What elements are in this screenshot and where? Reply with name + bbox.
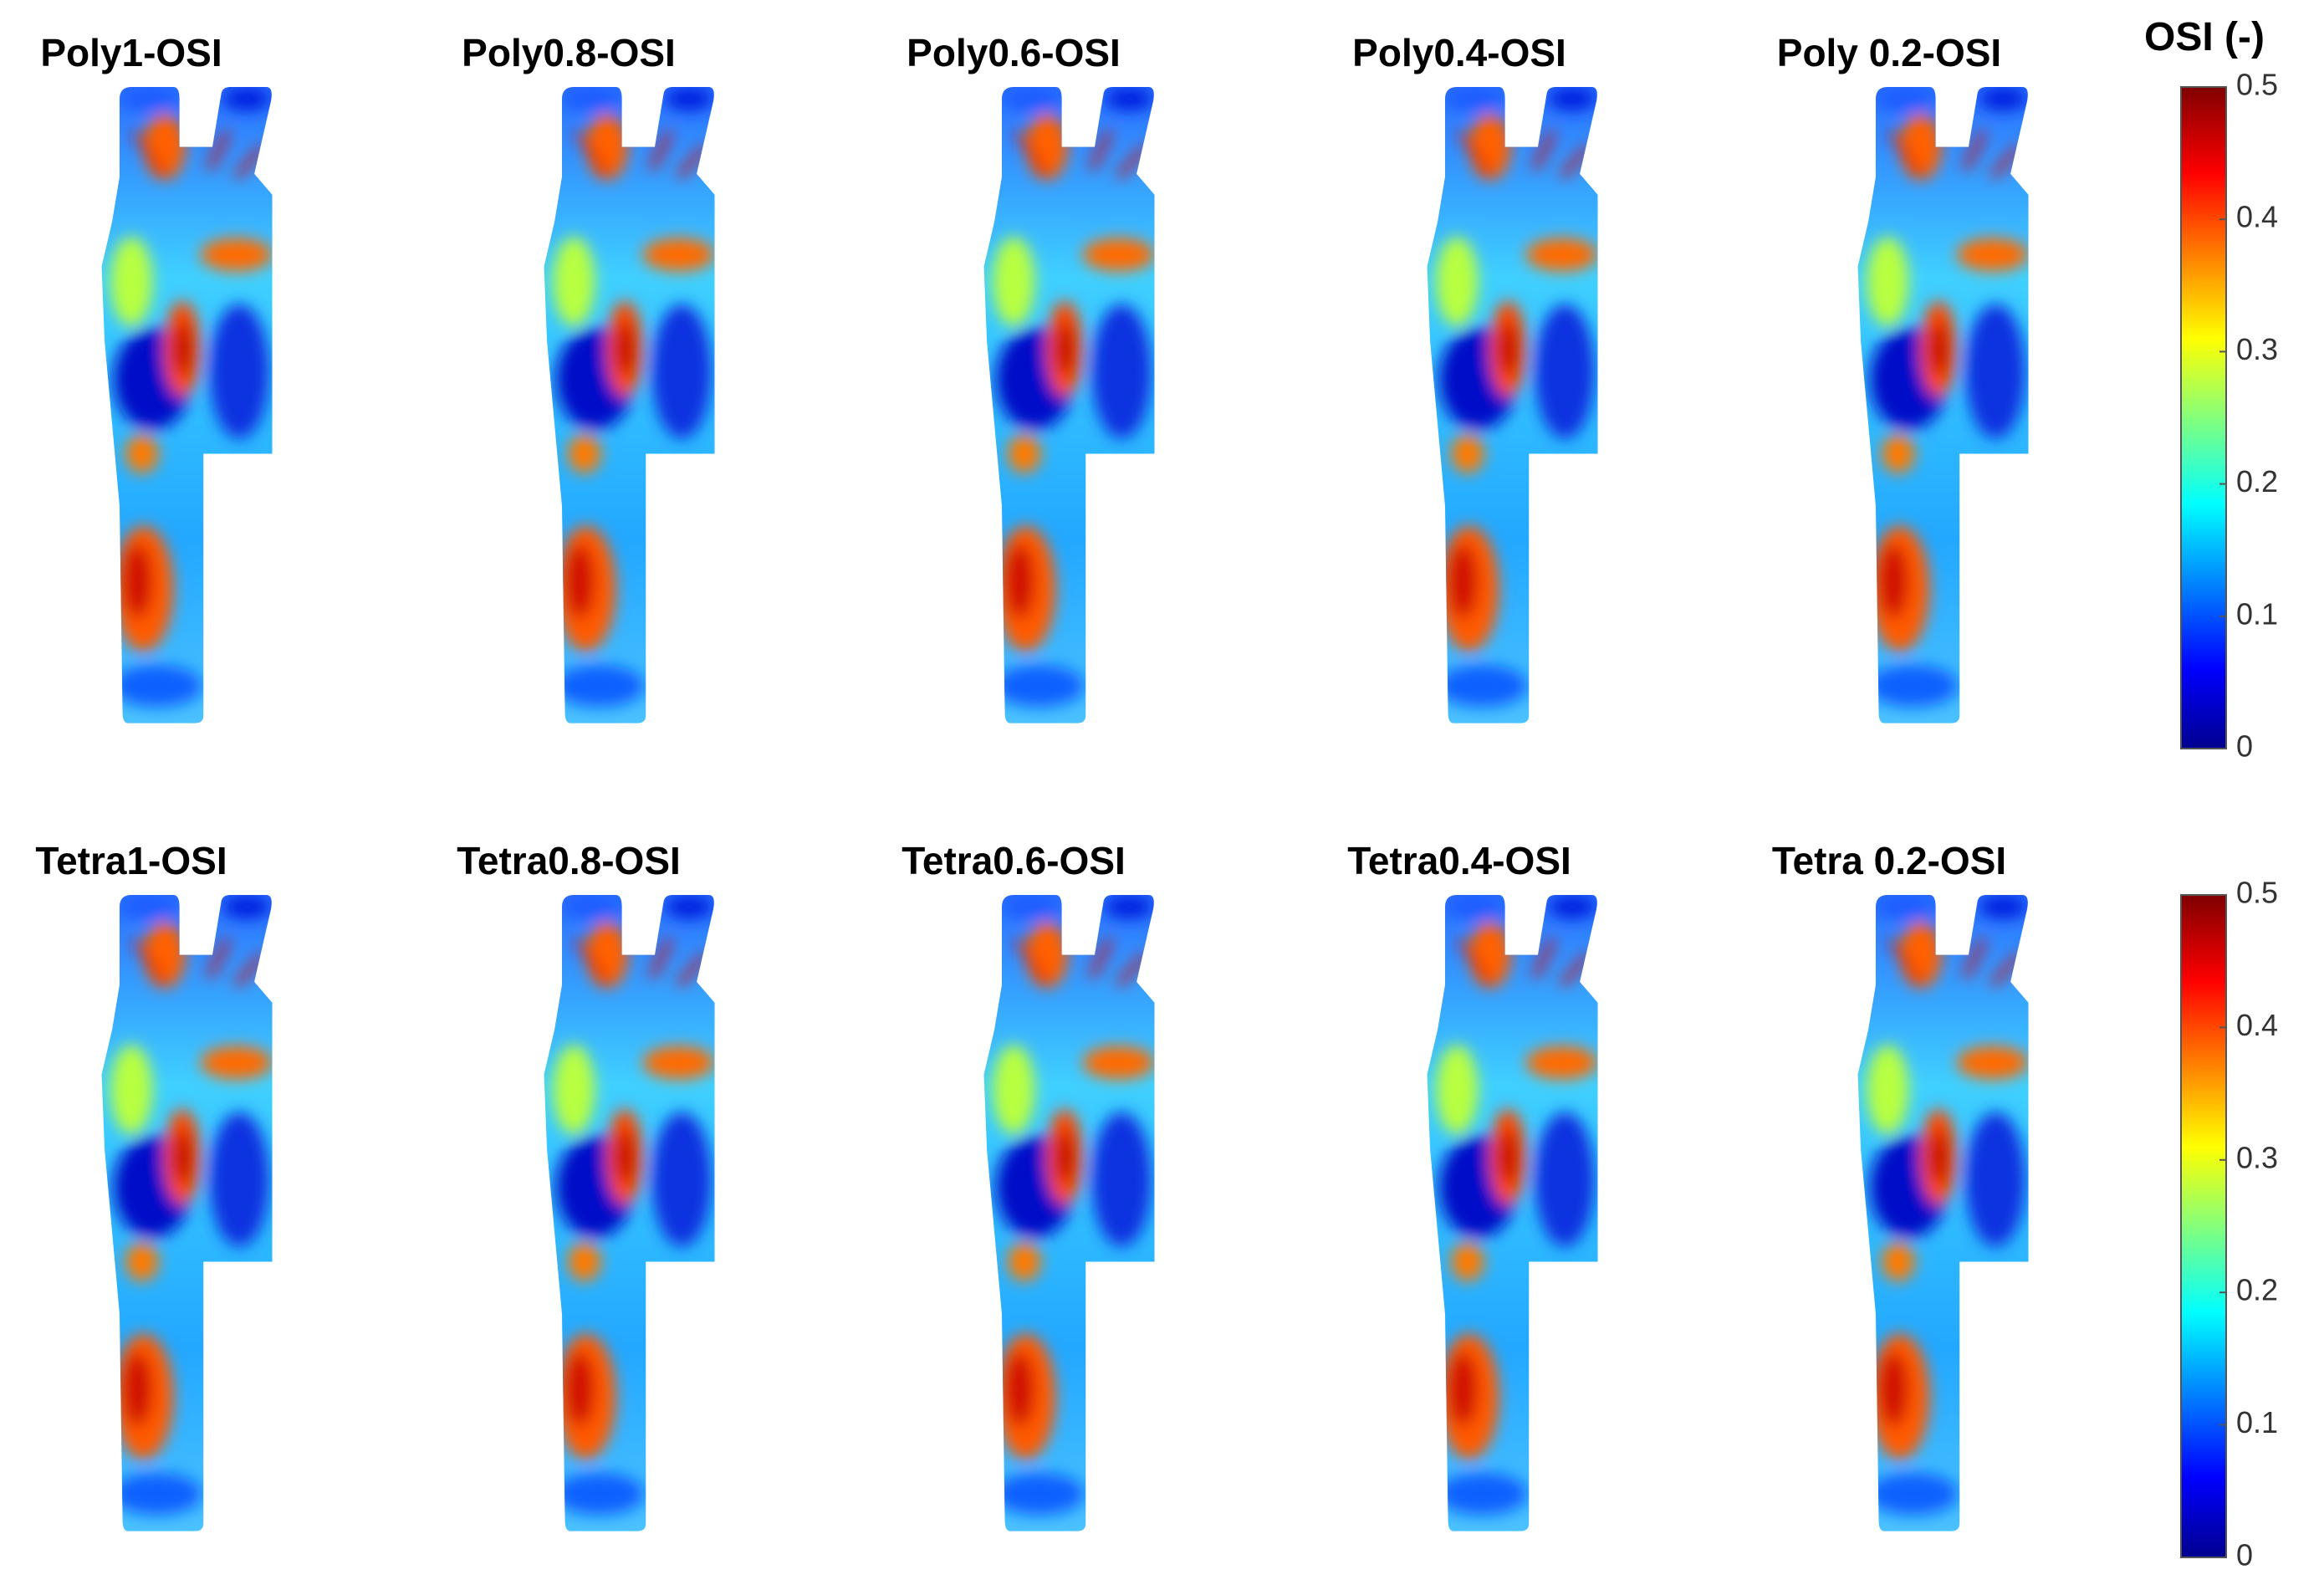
tick-label: 0.2 [2236,1273,2278,1307]
panel-title: Poly0.6-OSI [907,31,1121,74]
panel-title: Tetra0.8-OSI [457,839,681,882]
osi-contour [532,79,727,739]
osi-contour [972,79,1167,739]
osi-contour [1846,79,2041,739]
tick-label: 0.1 [2236,1405,2278,1439]
osi-contour [89,887,284,1547]
tick-label: 0.5 [2236,68,2278,102]
colorbar [2180,86,2227,749]
tick-label: 0.4 [2236,1008,2278,1042]
colorbar [2180,894,2227,1558]
osi-contour [89,79,284,739]
tick-label: 0 [2236,729,2253,764]
tick-label: 0 [2236,1538,2253,1572]
tick-label: 0.1 [2236,596,2278,631]
osi-contour [532,887,727,1547]
tick-label: 0.4 [2236,200,2278,234]
panel-title: Poly 0.2-OSI [1777,31,2001,74]
colorbar-title: OSI (-) [2144,15,2265,59]
osi-contour [1415,79,1610,739]
tick-label: 0.3 [2236,1140,2278,1174]
tick-label: 0.5 [2236,876,2278,910]
panel-title: Poly0.8-OSI [462,31,676,74]
panel-title: Tetra1-OSI [35,839,227,882]
panel-title: Tetra0.6-OSI [902,839,1126,882]
osi-contour [1846,887,2041,1547]
panel-title: Poly1-OSI [40,31,222,74]
panel-title: Tetra 0.2-OSI [1772,839,2006,882]
osi-contour [1415,887,1610,1547]
osi-contour [972,887,1167,1547]
tick-label: 0.2 [2236,464,2278,499]
panel-title: Poly0.4-OSI [1352,31,1566,74]
panel-title: Tetra0.4-OSI [1347,839,1571,882]
tick-label: 0.3 [2236,332,2278,366]
